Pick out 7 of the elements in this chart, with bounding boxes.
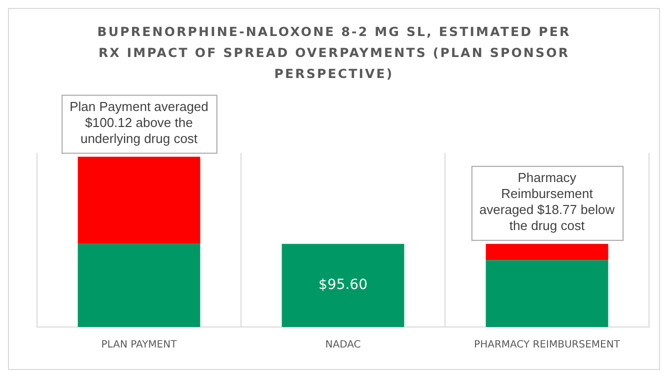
x-tick-label: NADAC — [325, 340, 361, 351]
x-tick-label: PLAN PAYMENT — [101, 340, 178, 351]
data-label: $95.60 — [318, 277, 368, 294]
annotation: Plan Payment averaged $100.12 above the underlying drug cost — [70, 98, 208, 146]
x-tick-label: PHARMACY REIMBURSEMENT — [474, 340, 621, 351]
annotation: Pharmacy Reimbursement averaged $18.77 below the drug cost — [479, 170, 616, 233]
chart-title: BUPRENORPHINE-NALOXONE 8-2 MG SL, ESTIMATED PER RX IMPACT OF SPREAD OVERPAYMENTS (PLAN SPONSOR PERSPECTIVE) — [96, 23, 572, 83]
